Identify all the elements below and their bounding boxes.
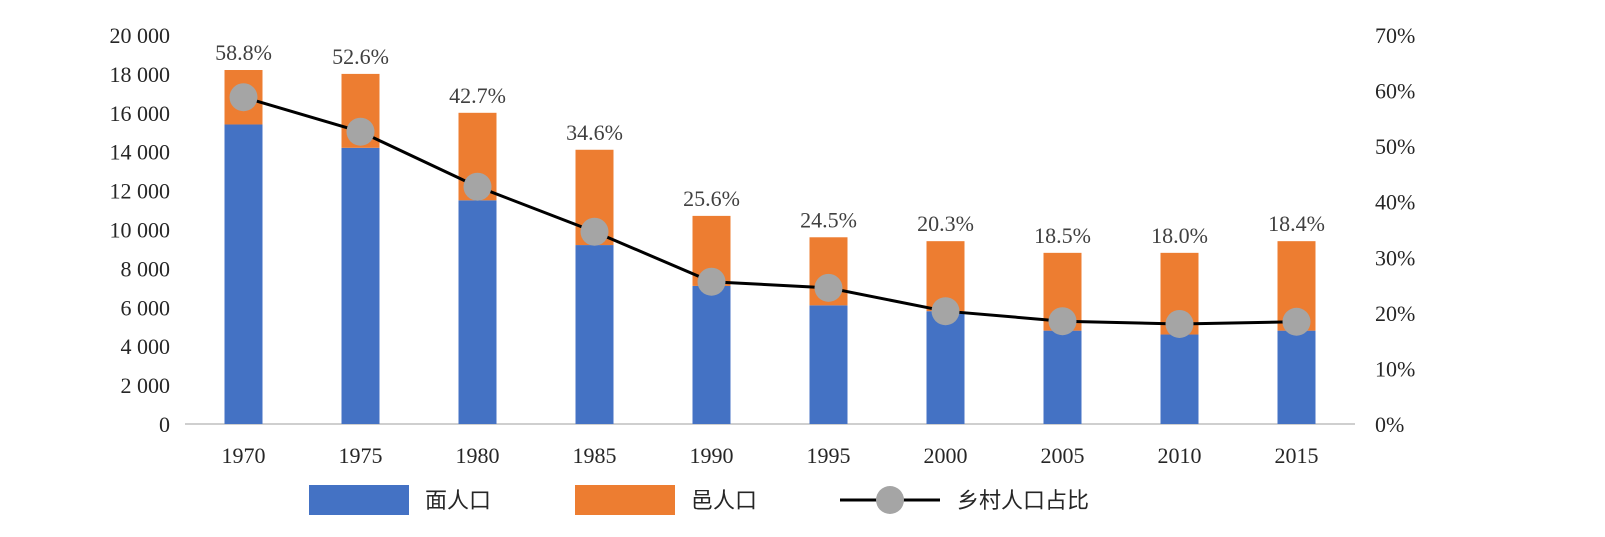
y-left-tick-label: 16 000 xyxy=(110,101,171,126)
bar-segment-7-bottom xyxy=(1043,330,1082,424)
y-right-tick-label: 60% xyxy=(1375,79,1415,104)
x-tick-label: 2000 xyxy=(924,443,968,468)
data-label: 34.6% xyxy=(566,120,623,145)
legend-swatch-bottom xyxy=(309,485,409,515)
x-tick-label: 1975 xyxy=(339,443,383,468)
x-tick-label: 2005 xyxy=(1041,443,1085,468)
y-right-tick-label: 40% xyxy=(1375,190,1415,215)
y-left-tick-label: 2 000 xyxy=(121,373,171,398)
y-left-tick-label: 4 000 xyxy=(121,334,171,359)
ratio-marker xyxy=(697,267,726,296)
ratio-marker xyxy=(580,217,609,246)
axes: 0 2 000 4 000 6 000 8 000 10 000 12 000 14 000 1… xyxy=(110,23,1416,468)
data-label: 25.6% xyxy=(683,186,740,211)
ratio-marker xyxy=(463,172,492,201)
y-left-tick-label: 14 000 xyxy=(110,140,171,165)
ratio-line xyxy=(243,95,1297,326)
data-label: 20.3% xyxy=(917,211,974,236)
y-right-tick-label: 0% xyxy=(1375,412,1404,437)
y-left-tick-label: 10 000 xyxy=(110,218,171,243)
x-tick-label: 2015 xyxy=(1275,443,1319,468)
x-tick-label: 1970 xyxy=(222,443,266,468)
y-right-tick-label: 30% xyxy=(1375,245,1415,270)
y-left-tick-label: 8 000 xyxy=(121,256,171,281)
data-labels: 58.8% 52.6% 42.7% 34.6% 25.6% 24.5% 20.3% 18.5%… xyxy=(215,40,1325,248)
data-label: 58.8% xyxy=(215,40,272,65)
x-tick-label: 1990 xyxy=(690,443,734,468)
y-left-tick-label: 0 xyxy=(159,412,170,437)
bar-segment-6-bottom xyxy=(926,311,965,424)
ratio-marker xyxy=(346,117,375,146)
bar-segment-2-bottom xyxy=(458,200,497,424)
bar-segment-9-bottom xyxy=(1277,330,1316,424)
y-right-tick-label: 70% xyxy=(1375,23,1415,48)
bar-segment-5-bottom xyxy=(809,305,848,424)
data-label: 18.5% xyxy=(1034,223,1091,248)
ratio-marker xyxy=(1282,307,1311,336)
x-tick-label: 2010 xyxy=(1158,443,1202,468)
data-label: 52.6% xyxy=(332,44,389,69)
data-label: 42.7% xyxy=(449,83,506,108)
data-label: 24.5% xyxy=(800,207,857,232)
data-label: 18.4% xyxy=(1268,211,1325,236)
y-right-tick-label: 20% xyxy=(1375,301,1415,326)
ratio-marker xyxy=(1048,307,1077,336)
legend-marker-symbol xyxy=(876,486,904,514)
y-right-tick-label: 10% xyxy=(1375,356,1415,381)
ratio-marker xyxy=(931,297,960,326)
line-series xyxy=(229,83,1311,338)
bar-segment-8-bottom xyxy=(1160,334,1199,424)
bar-segment-3-bottom xyxy=(575,245,614,424)
ratio-marker xyxy=(229,83,258,112)
bar-segment-1-bottom xyxy=(341,147,380,424)
y-left-tick-label: 20 000 xyxy=(110,23,171,48)
x-tick-label: 1995 xyxy=(807,443,851,468)
y-left-tick-label: 18 000 xyxy=(110,62,171,87)
legend: 面人口 邑人口 乡村人口占比 xyxy=(309,485,1089,515)
ratio-marker xyxy=(814,273,843,302)
data-label: 18.0% xyxy=(1151,223,1208,248)
y-left-tick-label: 6 000 xyxy=(121,295,171,320)
x-tick-label: 1985 xyxy=(573,443,617,468)
x-tick-label: 1980 xyxy=(456,443,500,468)
bar-segment-0-bottom xyxy=(224,124,263,424)
ratio-marker xyxy=(1165,309,1194,338)
y-right-tick-label: 50% xyxy=(1375,134,1415,159)
legend-swatch-top xyxy=(575,485,675,515)
y-left-tick-label: 12 000 xyxy=(110,179,171,204)
legend-label-top: 邑人口 xyxy=(691,489,757,514)
legend-label-bottom: 面人口 xyxy=(425,489,491,514)
legend-label-line: 乡村人口占比 xyxy=(957,489,1089,514)
bar-segment-4-bottom xyxy=(692,285,731,424)
